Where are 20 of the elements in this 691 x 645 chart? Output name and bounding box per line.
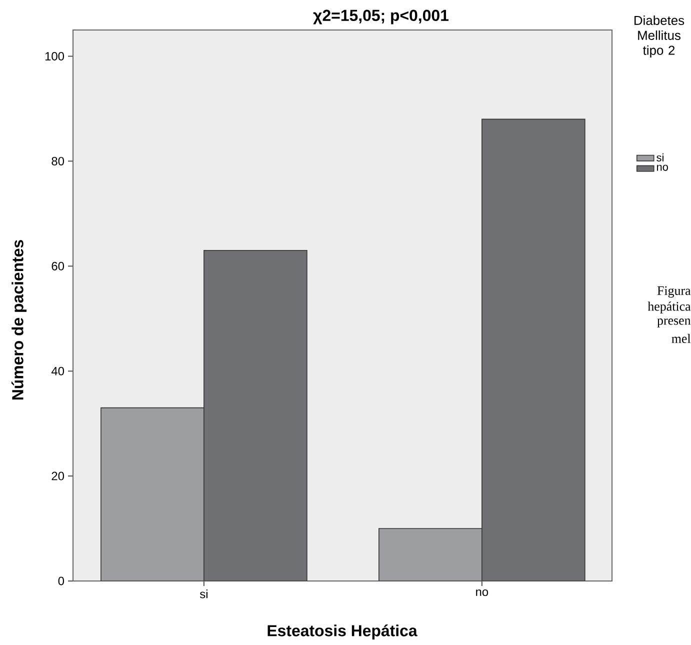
y-tick-label: 100 bbox=[45, 52, 64, 60]
text: presen bbox=[657, 318, 691, 328]
bar bbox=[100, 407, 204, 581]
text: mel bbox=[672, 334, 691, 344]
legend-label: no bbox=[656, 164, 668, 171]
y-tick-label: 40 bbox=[51, 366, 64, 376]
bar bbox=[378, 528, 482, 581]
text: Figura bbox=[657, 286, 691, 298]
legend-title: Diabetes Mellitus tipo 2 bbox=[634, 16, 684, 58]
y-axis-title: Número de pacientes bbox=[12, 240, 27, 400]
text: hepática bbox=[648, 302, 691, 314]
y-tick-label: 0 bbox=[58, 576, 64, 586]
y-tick-label: 80 bbox=[52, 156, 64, 166]
legend-label: si bbox=[656, 153, 664, 162]
chart-title: χ2=15,05; p<0,001 bbox=[313, 10, 448, 24]
bar bbox=[204, 250, 308, 581]
x-axis-title: Esteatosis Hepática bbox=[268, 624, 418, 640]
bar bbox=[482, 118, 586, 581]
y-tick-label: 60 bbox=[52, 262, 64, 270]
y-tick-label: 20 bbox=[52, 472, 64, 480]
